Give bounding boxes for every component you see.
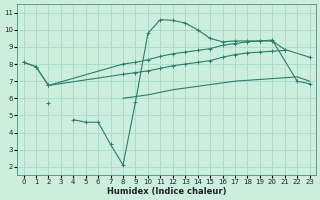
X-axis label: Humidex (Indice chaleur): Humidex (Indice chaleur)	[107, 187, 226, 196]
